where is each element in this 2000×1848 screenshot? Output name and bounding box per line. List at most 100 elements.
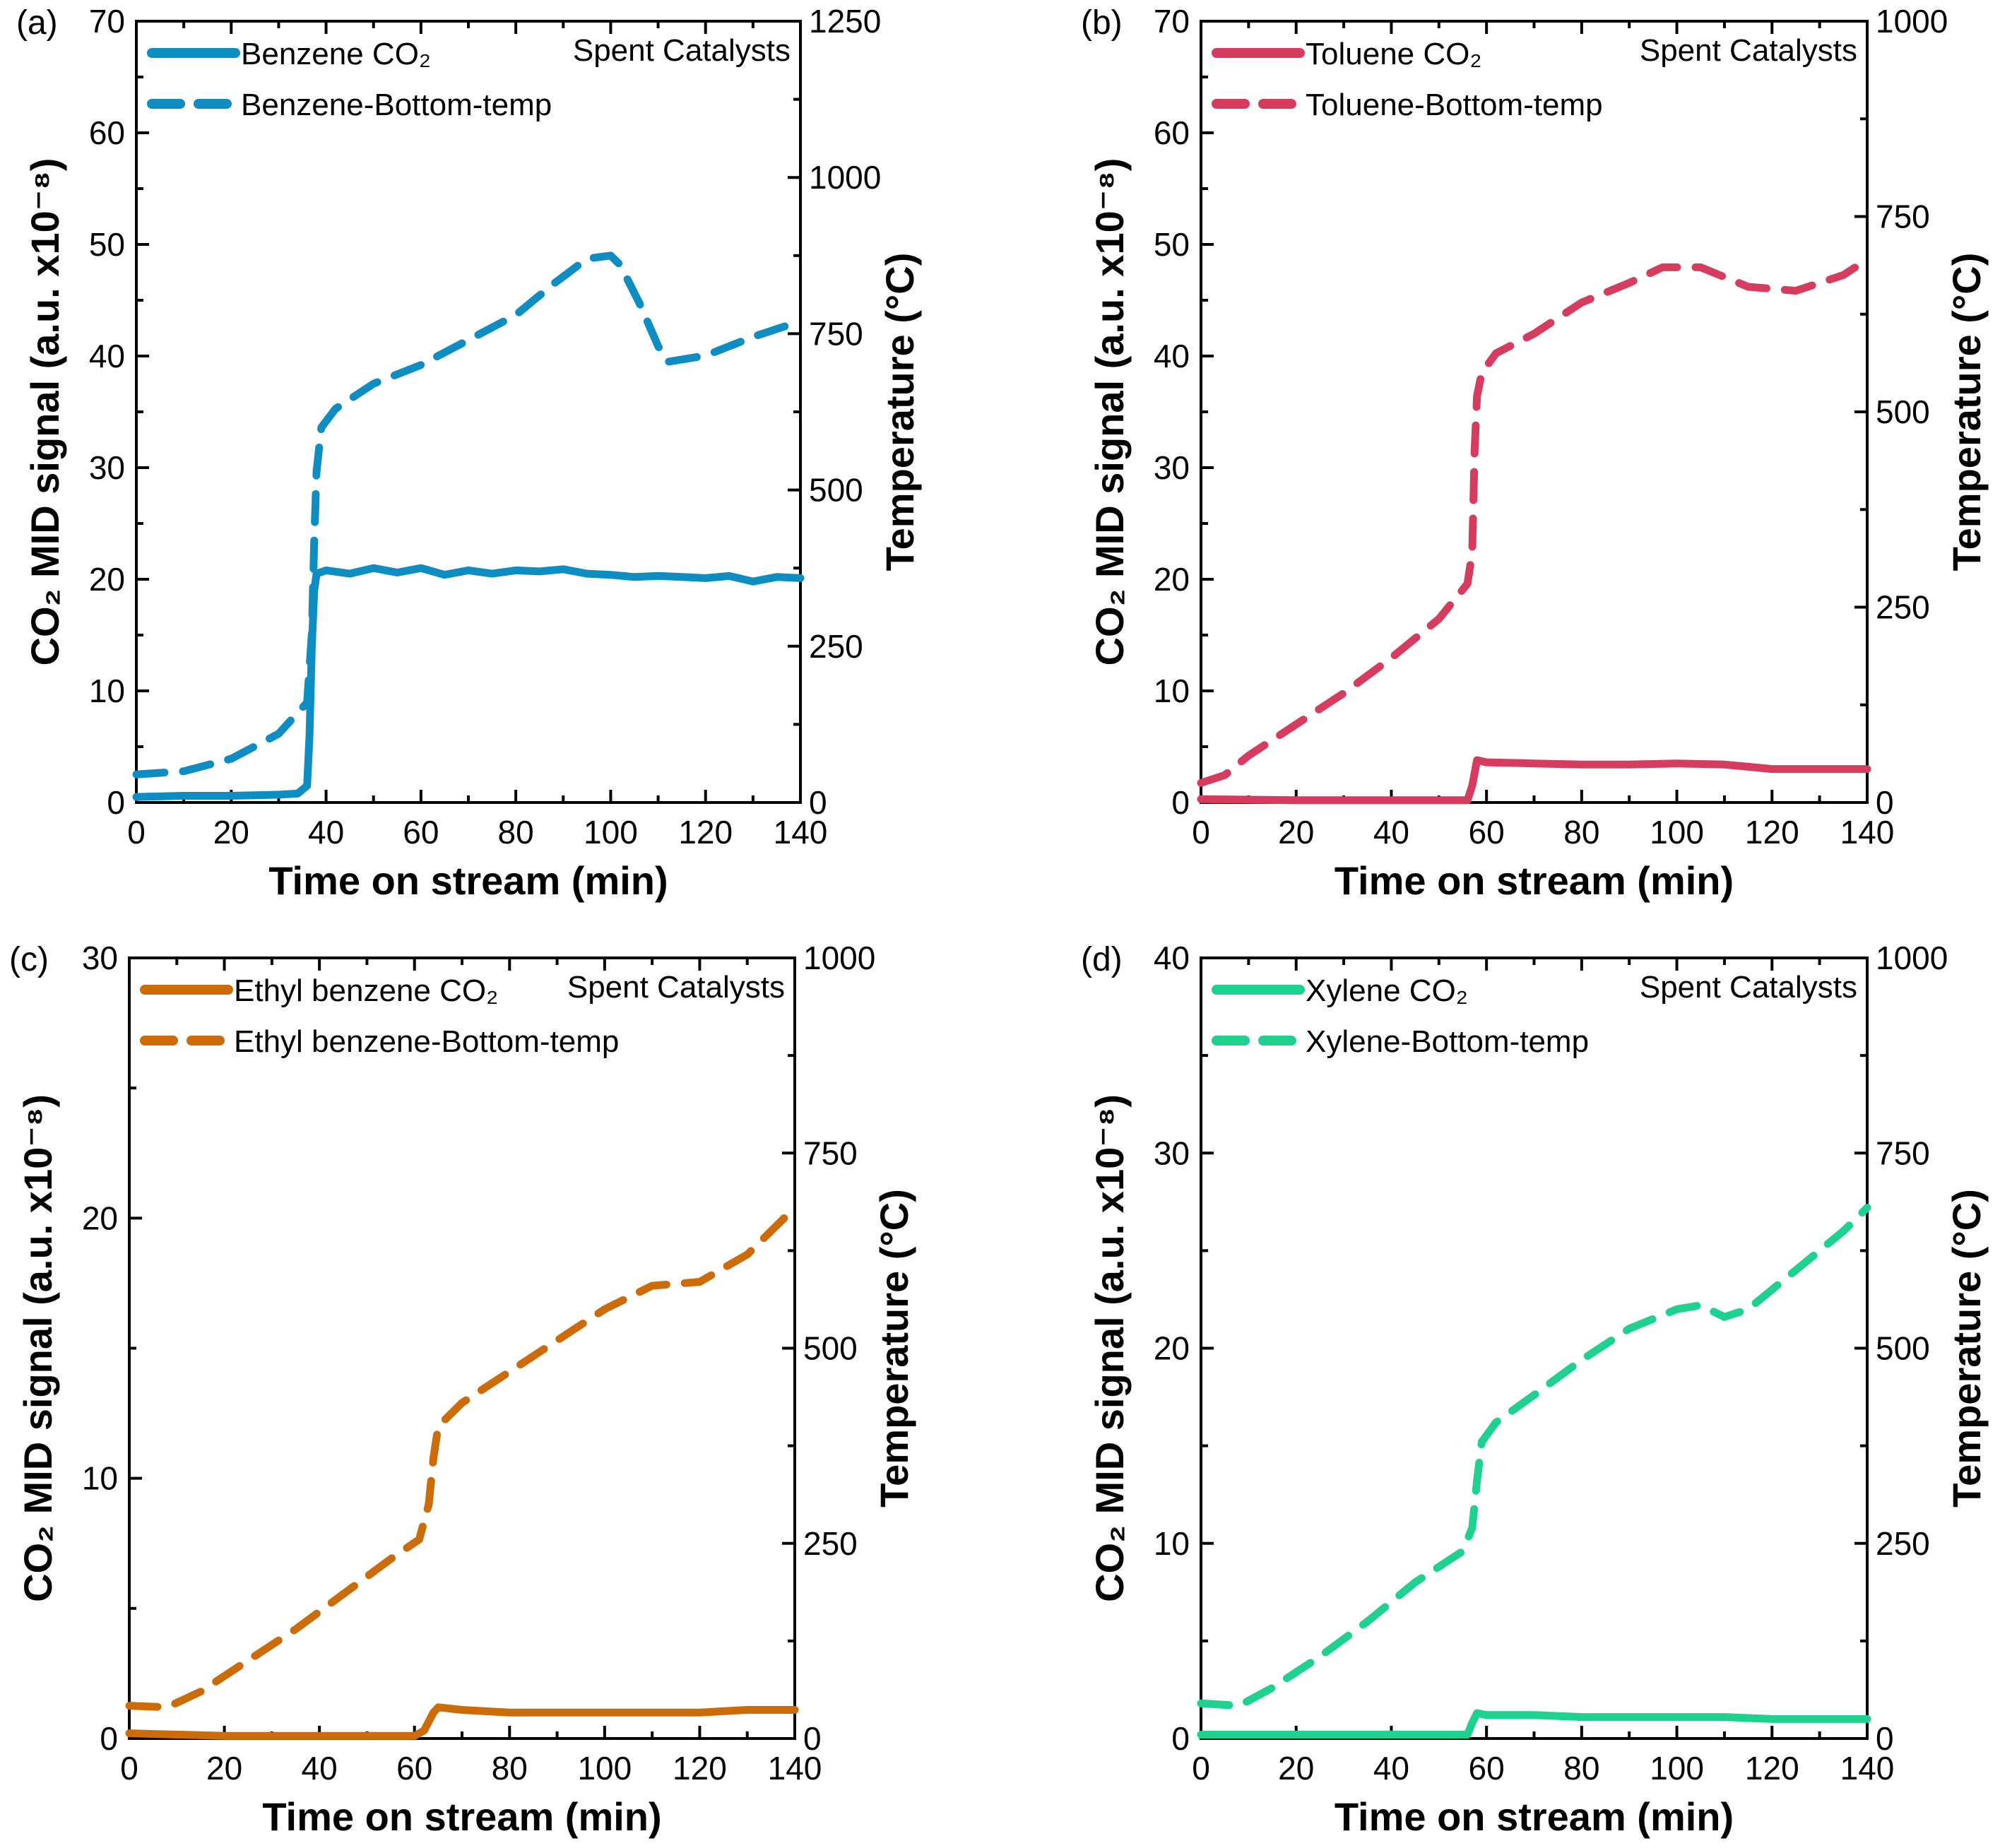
y-left-tick-label: 40 xyxy=(1154,338,1190,374)
annotation-text: Spent Catalysts xyxy=(1640,33,1857,68)
y-left-tick-label: 40 xyxy=(89,338,125,374)
y-left-tick-label: 70 xyxy=(1154,3,1190,40)
y-right-tick-label: 750 xyxy=(809,315,863,352)
y-right-axis-title: Temperature (°C) xyxy=(1944,1189,1989,1508)
y-left-tick-label: 30 xyxy=(82,940,118,976)
y-right-tick-label: 500 xyxy=(809,472,863,509)
temperature-series-line xyxy=(132,251,805,778)
y-left-tick-label: 30 xyxy=(1154,1135,1190,1171)
co2-series-line xyxy=(125,1703,799,1740)
co2-series-line xyxy=(1197,756,1871,805)
co2-series-line xyxy=(1197,1709,1871,1739)
y-right-tick-label: 1000 xyxy=(1876,940,1948,976)
y-right-tick-label: 750 xyxy=(1876,199,1930,235)
annotation-text: Spent Catalysts xyxy=(567,970,785,1005)
y-left-axis-title: CO₂ MID signal (a.u. x10⁻⁸) xyxy=(23,158,67,666)
y-right-axis-title: Temperature (°C) xyxy=(872,1189,916,1508)
x-tick-label: 100 xyxy=(1650,1750,1704,1787)
y-left-tick-label: 60 xyxy=(89,114,125,151)
x-tick-label: 140 xyxy=(774,814,828,851)
legend-label: Ethyl benzene CO₂ xyxy=(234,973,498,1008)
panel-d: 0 20 40 60 80 100 120 1400102030400250500750100… xyxy=(1081,940,1989,1839)
legend-label: Ethyl benzene-Bottom-temp xyxy=(234,1024,619,1059)
x-tick-label: 120 xyxy=(673,1750,727,1787)
y-left-axis-title: CO₂ MID signal (a.u. x10⁻⁸) xyxy=(16,1094,60,1602)
y-right-tick-label: 750 xyxy=(1876,1135,1930,1171)
panel-label: (c) xyxy=(9,941,49,978)
y-left-tick-label: 20 xyxy=(1154,1330,1190,1367)
y-left-tick-label: 10 xyxy=(82,1460,118,1497)
x-tick-label: 40 xyxy=(308,814,344,851)
y-right-tick-label: 0 xyxy=(1876,1720,1894,1757)
plot-frame xyxy=(1200,20,1869,804)
y-left-tick-label: 70 xyxy=(89,3,125,40)
y-right-tick-label: 500 xyxy=(1876,393,1930,430)
x-tick-label: 140 xyxy=(1840,1750,1895,1787)
x-tick-label: 80 xyxy=(1563,814,1599,851)
y-left-tick-label: 30 xyxy=(1154,449,1190,486)
legend-label: Xylene-Bottom-temp xyxy=(1306,1024,1589,1059)
y-right-tick-label: 0 xyxy=(809,784,827,821)
x-tick-label: 80 xyxy=(498,814,534,851)
x-tick-label: 60 xyxy=(1469,1750,1505,1787)
y-left-tick-label: 10 xyxy=(1154,673,1190,709)
y-right-axis-title: Temperature (°C) xyxy=(1944,253,1989,571)
x-tick-label: 80 xyxy=(1563,1750,1599,1787)
y-right-tick-label: 250 xyxy=(1876,1525,1930,1562)
temperature-series-line xyxy=(125,1204,799,1712)
y-left-tick-label: 50 xyxy=(89,226,125,263)
y-right-tick-label: 1000 xyxy=(803,940,875,976)
y-left-tick-label: 0 xyxy=(1171,1720,1190,1757)
panel-label: (d) xyxy=(1081,941,1123,978)
y-right-tick-label: 500 xyxy=(1876,1330,1930,1367)
y-right-tick-label: 0 xyxy=(803,1720,822,1757)
temperature-series-line xyxy=(1197,1204,1871,1710)
x-axis-title: Time on stream (min) xyxy=(1335,1794,1734,1839)
y-left-tick-label: 30 xyxy=(89,449,125,486)
y-left-axis-title: CO₂ MID signal (a.u. x10⁻⁸) xyxy=(1087,158,1132,666)
x-tick-label: 40 xyxy=(1373,814,1409,851)
plot-frame xyxy=(1200,956,1869,1740)
y-left-axis-title: CO₂ MID signal (a.u. x10⁻⁸) xyxy=(1087,1094,1132,1602)
panel-a: 0 20 40 60 80 100 120 1400102030405060700250500… xyxy=(16,3,922,903)
x-tick-label: 0 xyxy=(127,814,146,851)
y-left-tick-label: 60 xyxy=(1154,114,1190,151)
panel-c: 0 20 40 60 80 100 120 140010203002505007501000T… xyxy=(9,940,916,1839)
x-tick-label: 0 xyxy=(1192,1750,1210,1787)
y-left-tick-label: 0 xyxy=(1171,784,1190,821)
panel-label: (a) xyxy=(16,4,58,42)
x-tick-label: 100 xyxy=(584,814,638,851)
y-right-tick-label: 500 xyxy=(803,1330,858,1367)
x-tick-label: 120 xyxy=(1745,814,1799,851)
x-tick-label: 0 xyxy=(1192,814,1210,851)
x-tick-label: 60 xyxy=(1469,814,1505,851)
x-axis-title: Time on stream (min) xyxy=(262,1794,661,1839)
x-tick-label: 20 xyxy=(1278,1750,1314,1787)
legend-label: Toluene-Bottom-temp xyxy=(1306,88,1603,122)
legend-label: Benzene-Bottom-temp xyxy=(241,88,552,122)
y-right-tick-label: 250 xyxy=(1876,589,1930,626)
x-tick-label: 120 xyxy=(678,814,733,851)
y-left-tick-label: 20 xyxy=(82,1200,118,1236)
y-left-tick-label: 40 xyxy=(1154,940,1190,976)
x-tick-label: 20 xyxy=(213,814,249,851)
plot-frame xyxy=(128,956,796,1740)
y-right-tick-label: 0 xyxy=(1876,784,1894,821)
y-left-tick-label: 10 xyxy=(1154,1525,1190,1562)
x-axis-title: Time on stream (min) xyxy=(268,858,668,903)
y-right-tick-label: 750 xyxy=(803,1135,858,1171)
y-left-tick-label: 0 xyxy=(107,784,125,821)
y-left-tick-label: 10 xyxy=(89,673,125,709)
y-right-tick-label: 1250 xyxy=(809,3,881,40)
x-tick-label: 20 xyxy=(1278,814,1314,851)
x-tick-label: 100 xyxy=(577,1750,632,1787)
y-right-tick-label: 1000 xyxy=(809,159,881,196)
legend-label: Xylene CO₂ xyxy=(1306,973,1468,1008)
x-tick-label: 80 xyxy=(492,1750,528,1787)
y-left-tick-label: 0 xyxy=(100,1720,118,1757)
x-tick-label: 60 xyxy=(403,814,439,851)
legend-label: Benzene CO₂ xyxy=(241,37,431,71)
temperature-series-line xyxy=(1197,255,1871,787)
co2-series-line xyxy=(132,564,805,801)
